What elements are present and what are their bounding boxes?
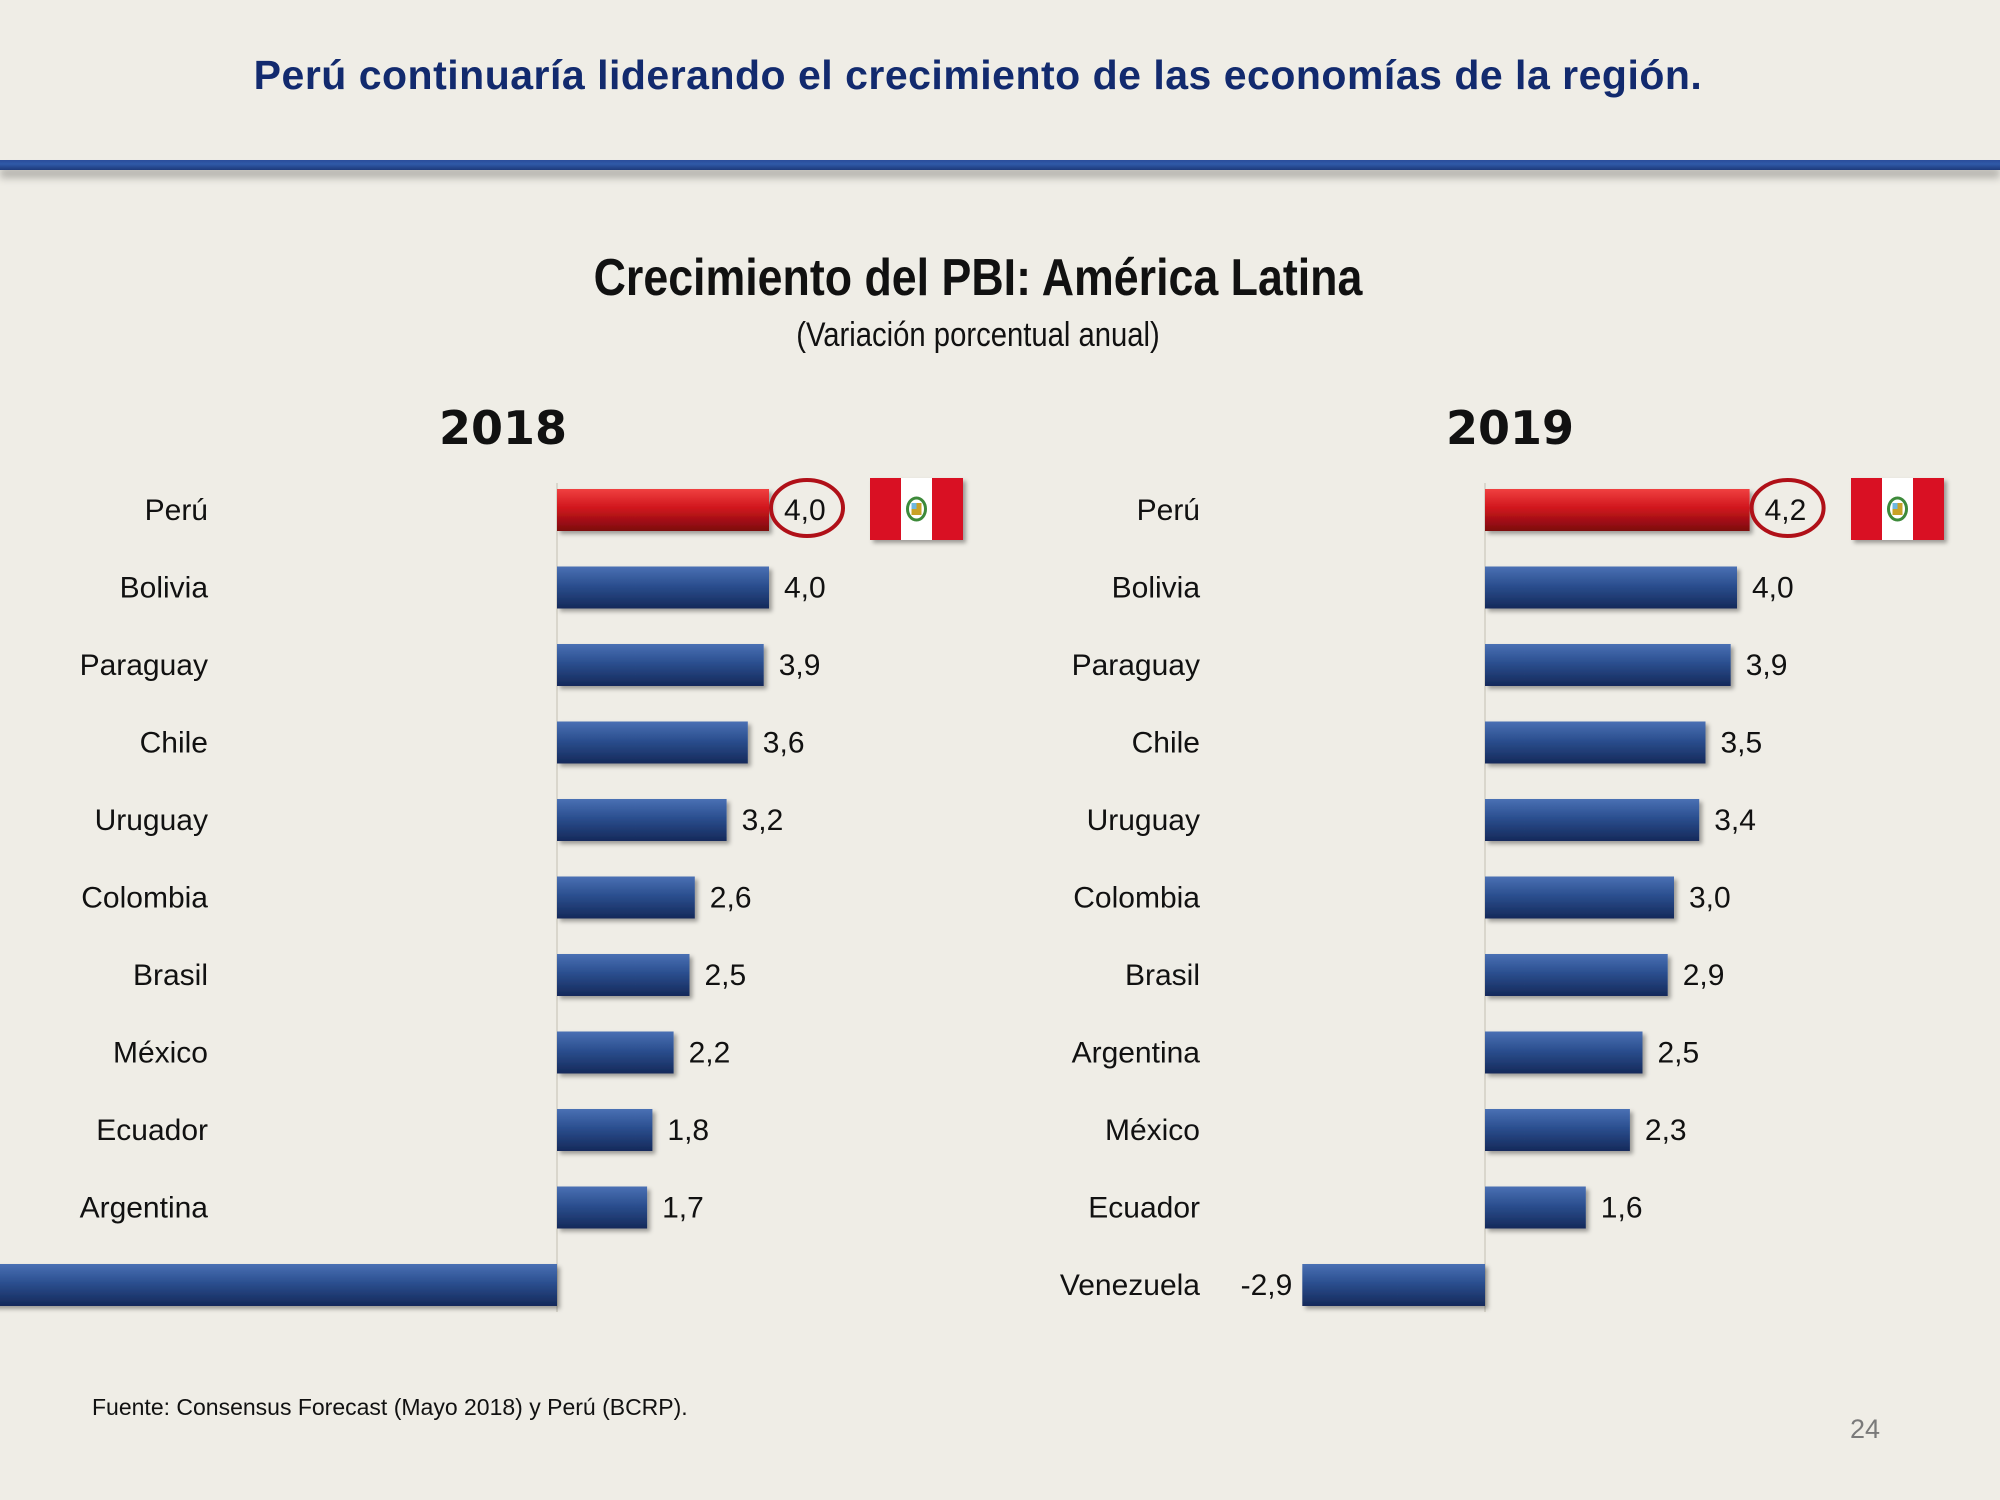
category-label-peru: Perú [1137, 494, 1200, 527]
category-label-paraguay: Paraguay [80, 649, 208, 682]
value-label-chile: 3,6 [763, 727, 805, 760]
category-label-chile: Chile [140, 727, 208, 760]
value-label-uruguay: 3,2 [742, 804, 784, 837]
chart-panel-2018: 2018 Perú 4,0 Bolivia 4,0 Paraguay 3,9 Chile 3,6… [0, 401, 963, 1312]
category-label-mexico: México [113, 1037, 208, 1070]
value-label-paraguay: 3,9 [1746, 649, 1788, 682]
bar-bolivia [1485, 566, 1737, 609]
category-label-colombia: Colombia [1073, 882, 1200, 915]
value-label-chile: 3,5 [1721, 727, 1763, 760]
value-label-ecuador: 1,8 [667, 1114, 709, 1147]
header-divider [0, 160, 2000, 170]
bar-uruguay [557, 799, 727, 841]
bar-ecuador [1485, 1186, 1586, 1229]
chart-title: Crecimiento del PBI: América Latina [593, 249, 1363, 307]
bar-chile [557, 721, 748, 764]
value-label-brasil: 2,5 [705, 959, 747, 992]
bar-peru [1485, 489, 1750, 531]
bar-venezuela [0, 1264, 557, 1306]
chart-panel-2019: 2019 Perú 4,2 Bolivia 4,0 Paraguay 3,9 Chile 3,5… [1060, 401, 1944, 1312]
value-label-argentina: 1,7 [662, 1192, 704, 1225]
highlight-circle [769, 478, 845, 538]
bar-argentina [557, 1186, 648, 1229]
bar-brasil [557, 954, 690, 996]
category-label-brasil: Brasil [1125, 959, 1200, 992]
value-label-paraguay: 3,9 [779, 649, 821, 682]
peru-flag-icon [870, 478, 963, 540]
slide-header: Perú continuaría liderando el crecimient… [0, 0, 2000, 162]
value-label-peru: 4,2 [1765, 494, 1807, 527]
value-label-ecuador: 1,6 [1601, 1192, 1643, 1225]
value-label-uruguay: 3,4 [1714, 804, 1756, 837]
value-label-mexico: 2,3 [1645, 1114, 1687, 1147]
bar-ecuador [557, 1109, 653, 1151]
value-label-venezuela: -2,9 [1241, 1269, 1293, 1302]
bar-paraguay [1485, 644, 1731, 686]
bar-paraguay [557, 644, 764, 686]
chart-subtitle: (Variación porcentual anual) [796, 316, 1160, 354]
category-label-paraguay: Paraguay [1072, 649, 1200, 682]
bar-colombia [1485, 876, 1674, 919]
value-label-bolivia: 4,0 [784, 572, 826, 605]
bar-brasil [1485, 954, 1668, 996]
bar-mexico [557, 1031, 674, 1074]
category-label-bolivia: Bolivia [120, 572, 209, 605]
category-label-ecuador: Ecuador [96, 1114, 208, 1147]
bar-colombia [557, 876, 695, 919]
category-label-chile: Chile [1132, 727, 1200, 760]
category-label-peru: Perú [145, 494, 208, 527]
page-number: 24 [1849, 1414, 1880, 1444]
category-label-argentina: Argentina [80, 1192, 209, 1225]
bar-chile [1485, 721, 1706, 764]
category-label-bolivia: Bolivia [1112, 572, 1201, 605]
value-label-brasil: 2,9 [1683, 959, 1725, 992]
value-label-colombia: 3,0 [1689, 882, 1731, 915]
category-label-colombia: Colombia [81, 882, 208, 915]
category-label-argentina: Argentina [1072, 1037, 1201, 1070]
panel-title-2018: 2018 [439, 401, 567, 455]
slide-headline: Perú continuaría liderando el crecimient… [253, 52, 1703, 98]
bar-bolivia [557, 566, 769, 609]
source-note: Fuente: Consensus Forecast (Mayo 2018) y… [92, 1394, 688, 1420]
value-label-bolivia: 4,0 [1752, 572, 1794, 605]
value-label-colombia: 2,6 [710, 882, 752, 915]
category-label-ecuador: Ecuador [1088, 1192, 1200, 1225]
value-label-argentina: 2,5 [1658, 1037, 1700, 1070]
category-label-uruguay: Uruguay [1087, 804, 1200, 837]
highlight-circle [1749, 478, 1826, 538]
category-label-mexico: México [1105, 1114, 1200, 1147]
value-label-mexico: 2,2 [689, 1037, 731, 1070]
value-label-peru: 4,0 [784, 494, 826, 527]
bar-mexico [1485, 1109, 1630, 1151]
category-label-uruguay: Uruguay [95, 804, 208, 837]
bar-peru [557, 489, 769, 531]
peru-flag-icon [1851, 478, 1944, 540]
category-label-venezuela: Venezuela [1060, 1269, 1200, 1302]
panel-title-2019: 2019 [1446, 401, 1574, 455]
category-label-brasil: Brasil [133, 959, 208, 992]
bar-venezuela [1302, 1264, 1485, 1306]
bar-argentina [1485, 1031, 1643, 1074]
bar-uruguay [1485, 799, 1700, 841]
